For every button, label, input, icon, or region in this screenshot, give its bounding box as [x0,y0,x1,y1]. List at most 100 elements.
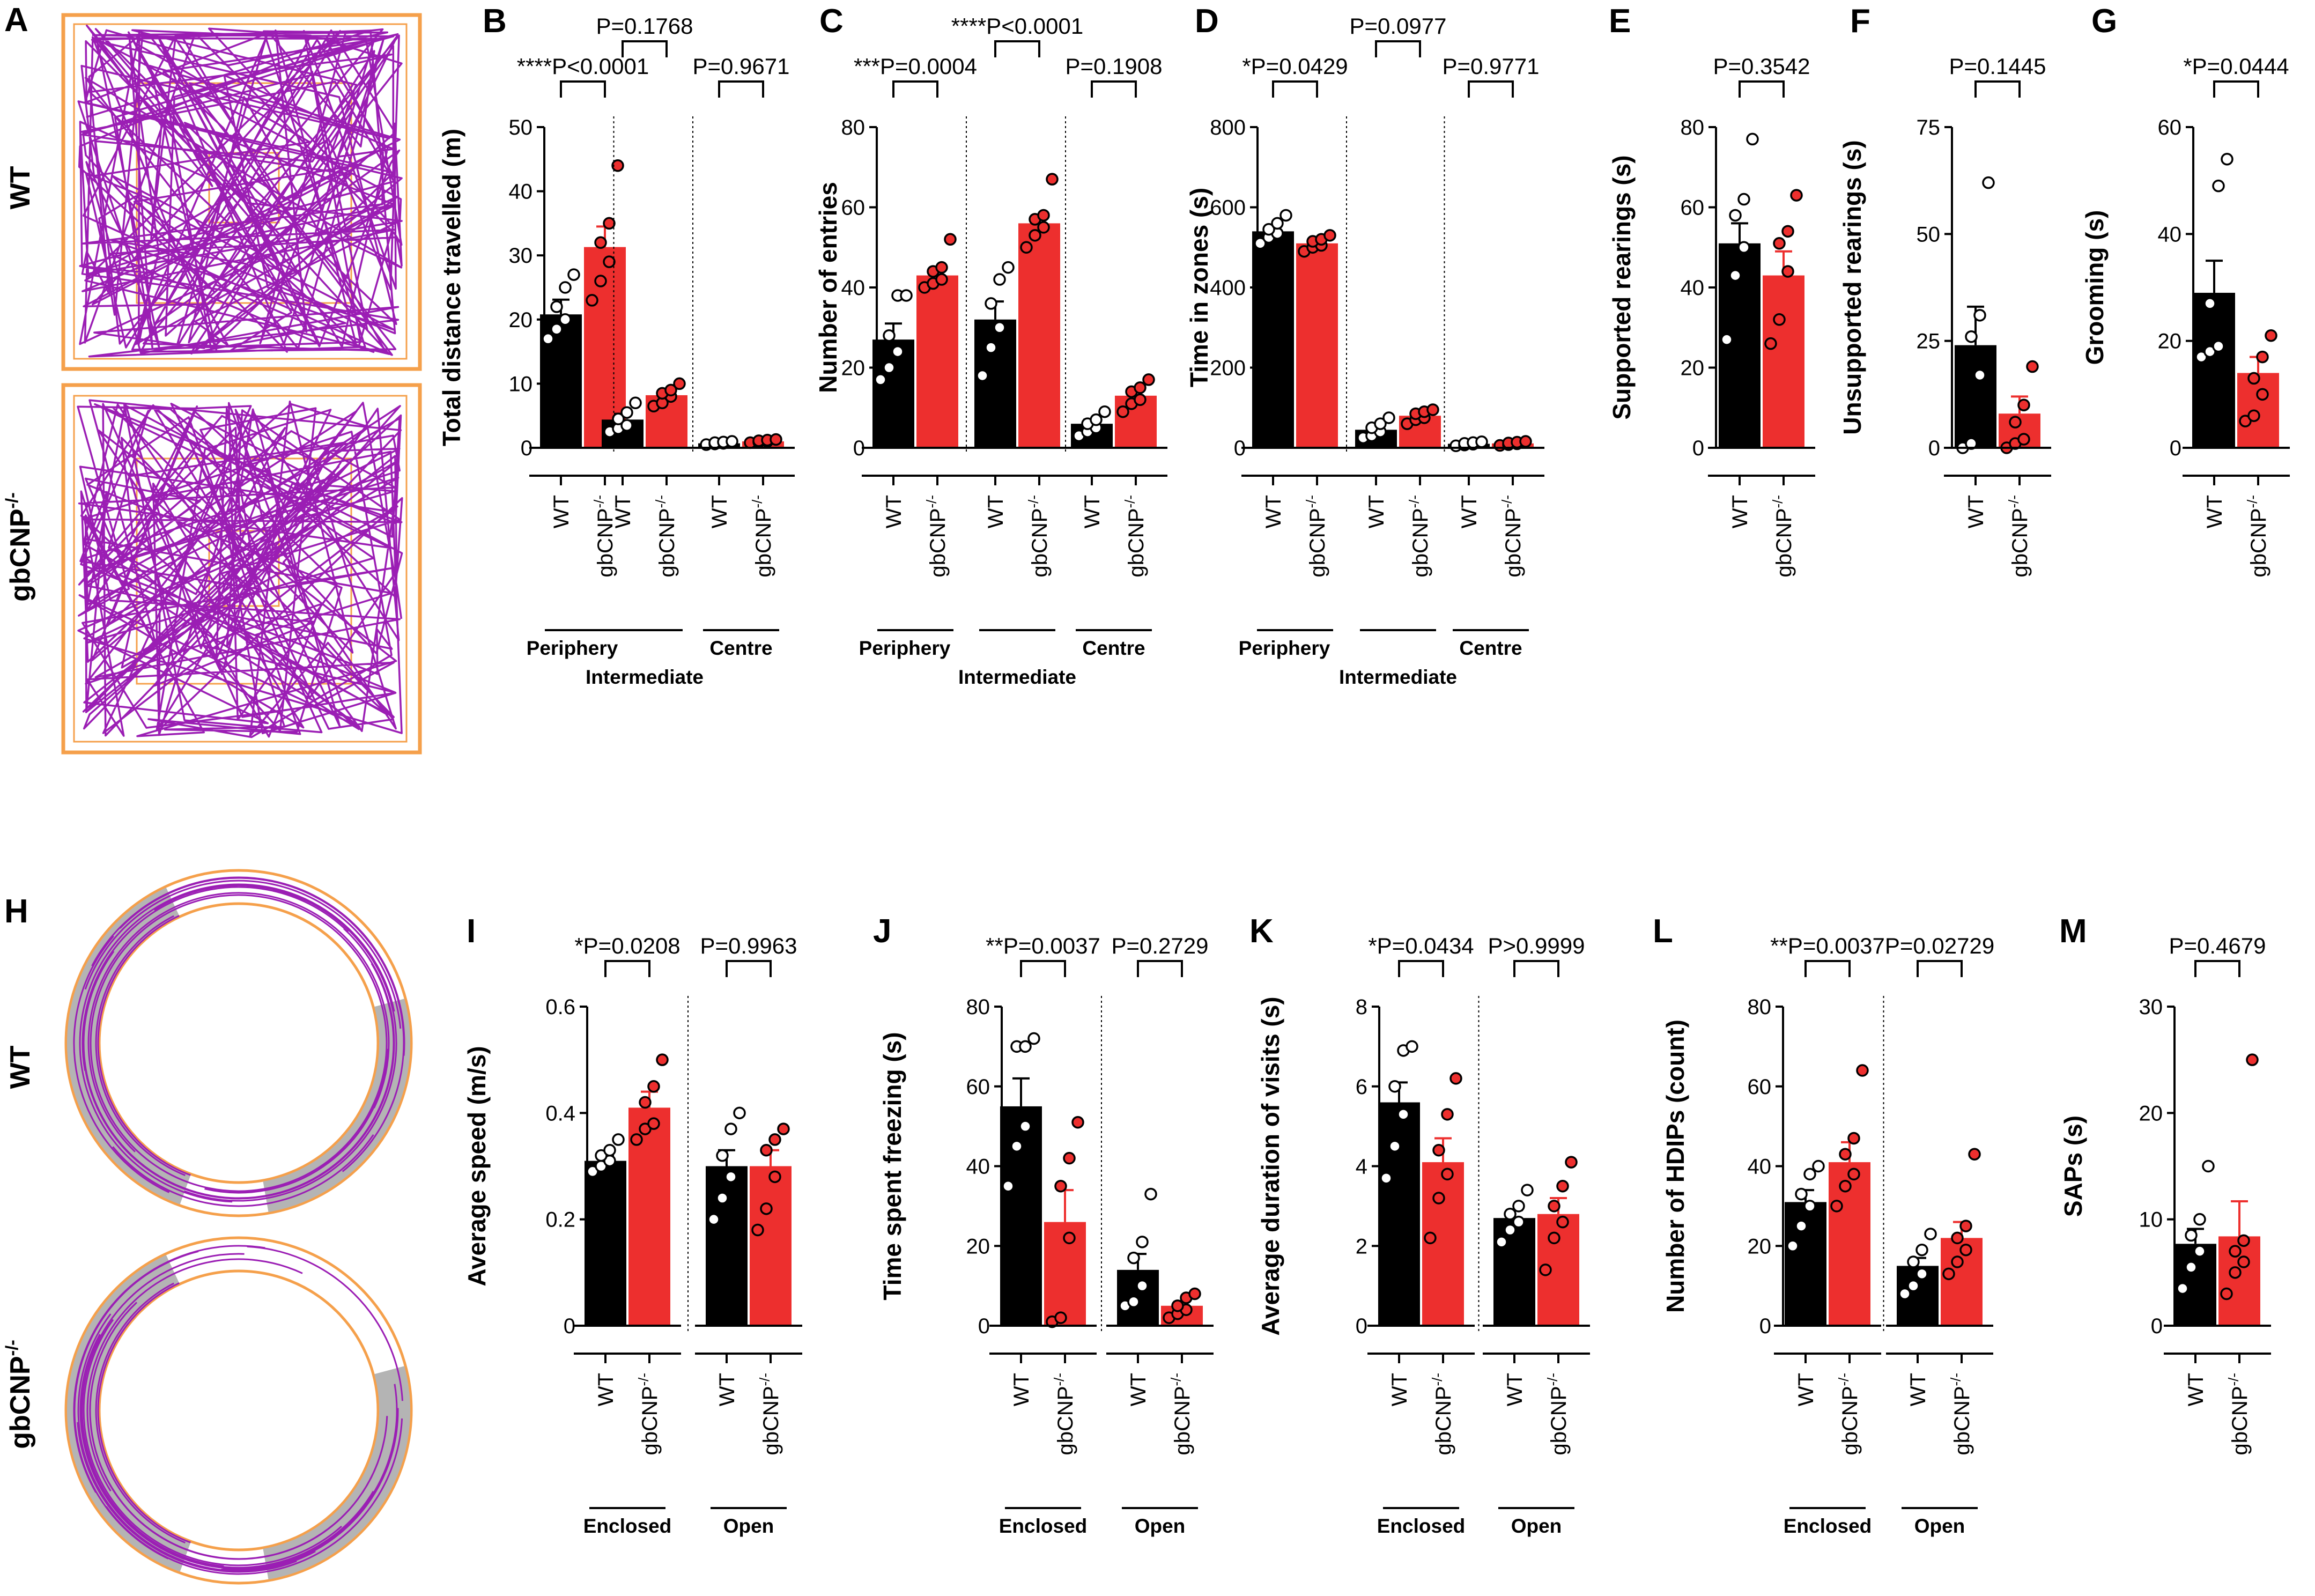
zone-label: Enclosed [1784,1515,1872,1537]
p-value: P=0.3542 [1713,54,1810,79]
panel-letter-h: H [4,893,28,930]
chart-l: L Number of HDIPs (count) 0 20 40 60 80 WT gbCNP… [1653,913,1994,1537]
significance-bracket [1375,40,1421,57]
data-point [1539,1264,1552,1276]
data-point [1432,1192,1445,1205]
data-point [1380,1172,1393,1185]
y-axis-label: Unsupported rearings (s) [1838,140,1866,435]
y-tick-label: 50 [1917,223,1941,246]
group-label: gbCNP-/- [923,495,950,578]
data-point [1136,1279,1149,1292]
data-point [1019,1120,1032,1133]
y-axis-label: Supported rearings (s) [1608,155,1636,419]
panel-letter: J [873,913,891,950]
y-tick-label: 0 [1234,437,1246,460]
y-tick-label: 20 [509,308,533,332]
data-point [751,1223,764,1237]
group-label: gbCNP-/- [757,1373,783,1455]
data-point [1965,437,1978,450]
data-point [1729,209,1742,222]
data-point [2193,1213,2206,1226]
data-point [550,322,563,336]
group-label: WT [1906,1373,1930,1406]
data-point [1136,1236,1149,1248]
data-point [935,261,948,274]
data-point [2229,1245,2242,1258]
group-label: gbCNP-/- [1303,495,1329,578]
significance-bracket [1020,960,1066,977]
group-label: WT [1964,495,1988,528]
data-point [1720,333,1733,346]
data-point [1397,1108,1410,1121]
y-axis-label: Grooming (s) [2081,210,2109,365]
data-point [768,1170,781,1184]
y-axis-label: Average duration of visits (s) [1256,996,1284,1335]
y-tick-label: 0 [978,1314,990,1338]
zone-label: Periphery [527,637,618,659]
data-point [2212,179,2225,193]
data-point [733,1106,746,1120]
data-point [1781,225,1794,238]
panel-letter: M [2059,913,2087,950]
p-value: P=0.9671 [692,54,789,79]
y-tick-label: 30 [2139,995,2163,1019]
data-point [1959,1243,1972,1257]
bar-wt [1252,231,1294,448]
data-point [716,1192,729,1205]
group-label: gbCNP-/- [1770,495,1796,578]
superscript: -/- [635,1373,652,1386]
group-label: gbCNP-/- [653,495,679,578]
data-point [1134,393,1147,407]
data-point [2256,388,2269,401]
data-point [629,396,642,410]
data-point [1127,1295,1140,1309]
row-label-ko-h: gbCNP-/- [2,1340,36,1449]
y-tick-label: 30 [509,244,533,268]
significance-bracket [622,40,668,57]
p-value: P=0.02729 [1885,933,1994,958]
y-tick-label: 4 [1356,1155,1367,1179]
data-point [1171,1299,1184,1312]
superscript: -/- [1544,1373,1560,1386]
bar-ko [916,275,958,448]
data-point [1973,309,1986,322]
y-axis-label: SAPs (s) [2059,1115,2087,1217]
bar-ko [1763,275,1804,448]
y-tick-label: 40 [1748,1155,1772,1179]
chart-f: F Unsupported rearings (s) 0 25 50 75 WT gbCNP-… [1838,3,2051,578]
data-point [1426,403,1439,416]
significance-bracket [1468,80,1514,98]
group-label: WT [1458,495,1481,528]
zone-label: Open [1511,1515,1562,1537]
group-label: WT [1262,495,1285,528]
data-point [724,1170,737,1184]
data-point [716,1149,729,1162]
superscript: -/- [1499,495,1515,508]
data-point [2009,416,2022,428]
data-point [1090,413,1103,426]
group-label: WT [1127,1373,1150,1406]
zeromaze-track-wt [73,876,405,1207]
data-point [1019,1040,1032,1053]
data-point [1406,1040,1418,1053]
data-point [1830,1200,1843,1213]
data-point [2265,329,2277,342]
bar-wt [872,339,914,448]
data-point [1795,1220,1808,1232]
y-tick-label: 200 [1210,357,1246,380]
group-label: WT [1503,1373,1527,1406]
p-value: **P=0.0037 [1770,933,1885,958]
data-point [603,1144,616,1157]
data-point [935,273,948,286]
y-tick-label: 20 [966,1235,990,1258]
data-point [1959,1220,1972,1232]
bar-wt [1378,1102,1420,1326]
y-tick-label: 0.6 [545,995,575,1019]
data-point [620,419,633,432]
data-point [1127,1251,1140,1265]
data-point [1982,176,1995,189]
data-point [1512,1215,1525,1229]
significance-bracket [1739,80,1785,98]
group-label: WT [882,495,906,528]
p-value: P=0.2729 [1111,933,1208,958]
